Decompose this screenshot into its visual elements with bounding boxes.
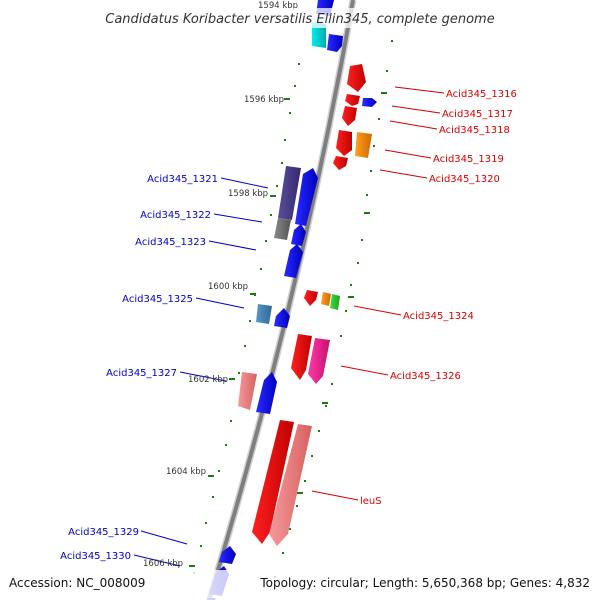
feature-acid345-1322[interactable] — [274, 218, 291, 240]
gene-label-leus[interactable]: leuS — [360, 496, 382, 507]
feature-acid345-1317-blue[interactable] — [362, 98, 377, 107]
gene-labels-right: Acid345_1316 Acid345_1317 Acid345_1318 A… — [360, 89, 517, 507]
scale-label: 1602 kbp — [188, 375, 228, 385]
feature-acid345-1326-pink[interactable] — [308, 338, 330, 384]
gene-label-acid345-1319[interactable]: Acid345_1319 — [433, 154, 504, 165]
gene-label-acid345-1317[interactable]: Acid345_1317 — [442, 109, 513, 120]
scale-label: 1596 kbp — [244, 95, 284, 105]
gene-label-acid345-1327[interactable]: Acid345_1327 — [106, 368, 177, 379]
feature-acid345-1329[interactable] — [219, 546, 236, 564]
gene-label-acid345-1330[interactable]: Acid345_1330 — [60, 551, 131, 562]
feature-leus-light[interactable] — [269, 424, 312, 546]
feature-acid345-1322-blue[interactable] — [291, 224, 306, 246]
feature-acid345-1327[interactable] — [238, 372, 257, 410]
guide-dots — [193, 40, 393, 578]
footer-backdrop — [0, 570, 600, 600]
scale-labels: 1594 kbp 1596 kbp 1598 kbp 1600 kbp 1602… — [143, 1, 298, 569]
gene-label-acid345-1329[interactable]: Acid345_1329 — [68, 527, 139, 538]
gene-label-acid345-1318[interactable]: Acid345_1318 — [439, 125, 510, 136]
feature-acid345-1326[interactable] — [291, 334, 312, 380]
gene-label-acid345-1325[interactable]: Acid345_1325 — [122, 294, 193, 305]
feature-acid345-1319-red[interactable] — [336, 130, 352, 156]
gene-label-acid345-1324[interactable]: Acid345_1324 — [403, 311, 474, 322]
feature-acid345-1317[interactable] — [345, 94, 360, 106]
genome-backbone-core — [207, 0, 355, 600]
feature-acid345-1320[interactable] — [333, 156, 348, 170]
feature-acid345-1325-blue[interactable] — [274, 308, 290, 328]
scale-ticks — [189, 92, 387, 567]
page-title: Candidatus Koribacter versatilis Ellin34… — [105, 12, 494, 27]
scale-label: 1600 kbp — [208, 282, 248, 292]
features — [207, 0, 377, 600]
gene-label-acid345-1326[interactable]: Acid345_1326 — [390, 371, 461, 382]
feature-acid345-1327-blue[interactable] — [256, 372, 277, 414]
gene-label-acid345-1321[interactable]: Acid345_1321 — [147, 174, 218, 185]
feature-acid345-1324-green[interactable] — [330, 294, 340, 310]
feature-cyan-top[interactable] — [312, 22, 326, 48]
topology-text: Topology: circular; Length: 5,650,368 bp… — [259, 576, 590, 590]
title-backdrop — [95, 8, 505, 28]
feature-acid345-1321[interactable] — [278, 166, 301, 220]
scale-label: 1594 kbp — [258, 1, 298, 11]
feature-acid345-1318[interactable] — [342, 106, 357, 126]
feature-acid345-1319[interactable] — [355, 132, 372, 158]
feature-blue-top-2[interactable] — [327, 34, 343, 52]
feature-acid345-1316[interactable] — [347, 64, 366, 92]
accession-text: Accession: NC_008009 — [9, 576, 145, 590]
feature-acid345-1325[interactable] — [256, 304, 272, 324]
gene-label-acid345-1316[interactable]: Acid345_1316 — [446, 89, 517, 100]
gene-label-acid345-1323[interactable]: Acid345_1323 — [135, 237, 206, 248]
gene-labels-left: Acid345_1321 Acid345_1322 Acid345_1323 A… — [60, 174, 218, 562]
feature-acid345-1323[interactable] — [284, 244, 303, 278]
label-leaders — [133, 86, 445, 567]
scale-label: 1606 kbp — [143, 559, 183, 569]
scale-label: 1598 kbp — [228, 189, 268, 199]
feature-acid345-1321-blue[interactable] — [295, 168, 318, 226]
scale-label: 1604 kbp — [166, 467, 206, 477]
feature-leus[interactable] — [252, 420, 294, 544]
gene-label-acid345-1320[interactable]: Acid345_1320 — [429, 174, 500, 185]
feature-acid345-1324[interactable] — [304, 290, 318, 306]
gene-label-acid345-1322[interactable]: Acid345_1322 — [140, 210, 211, 221]
feature-acid345-1324-orange[interactable] — [321, 292, 331, 306]
